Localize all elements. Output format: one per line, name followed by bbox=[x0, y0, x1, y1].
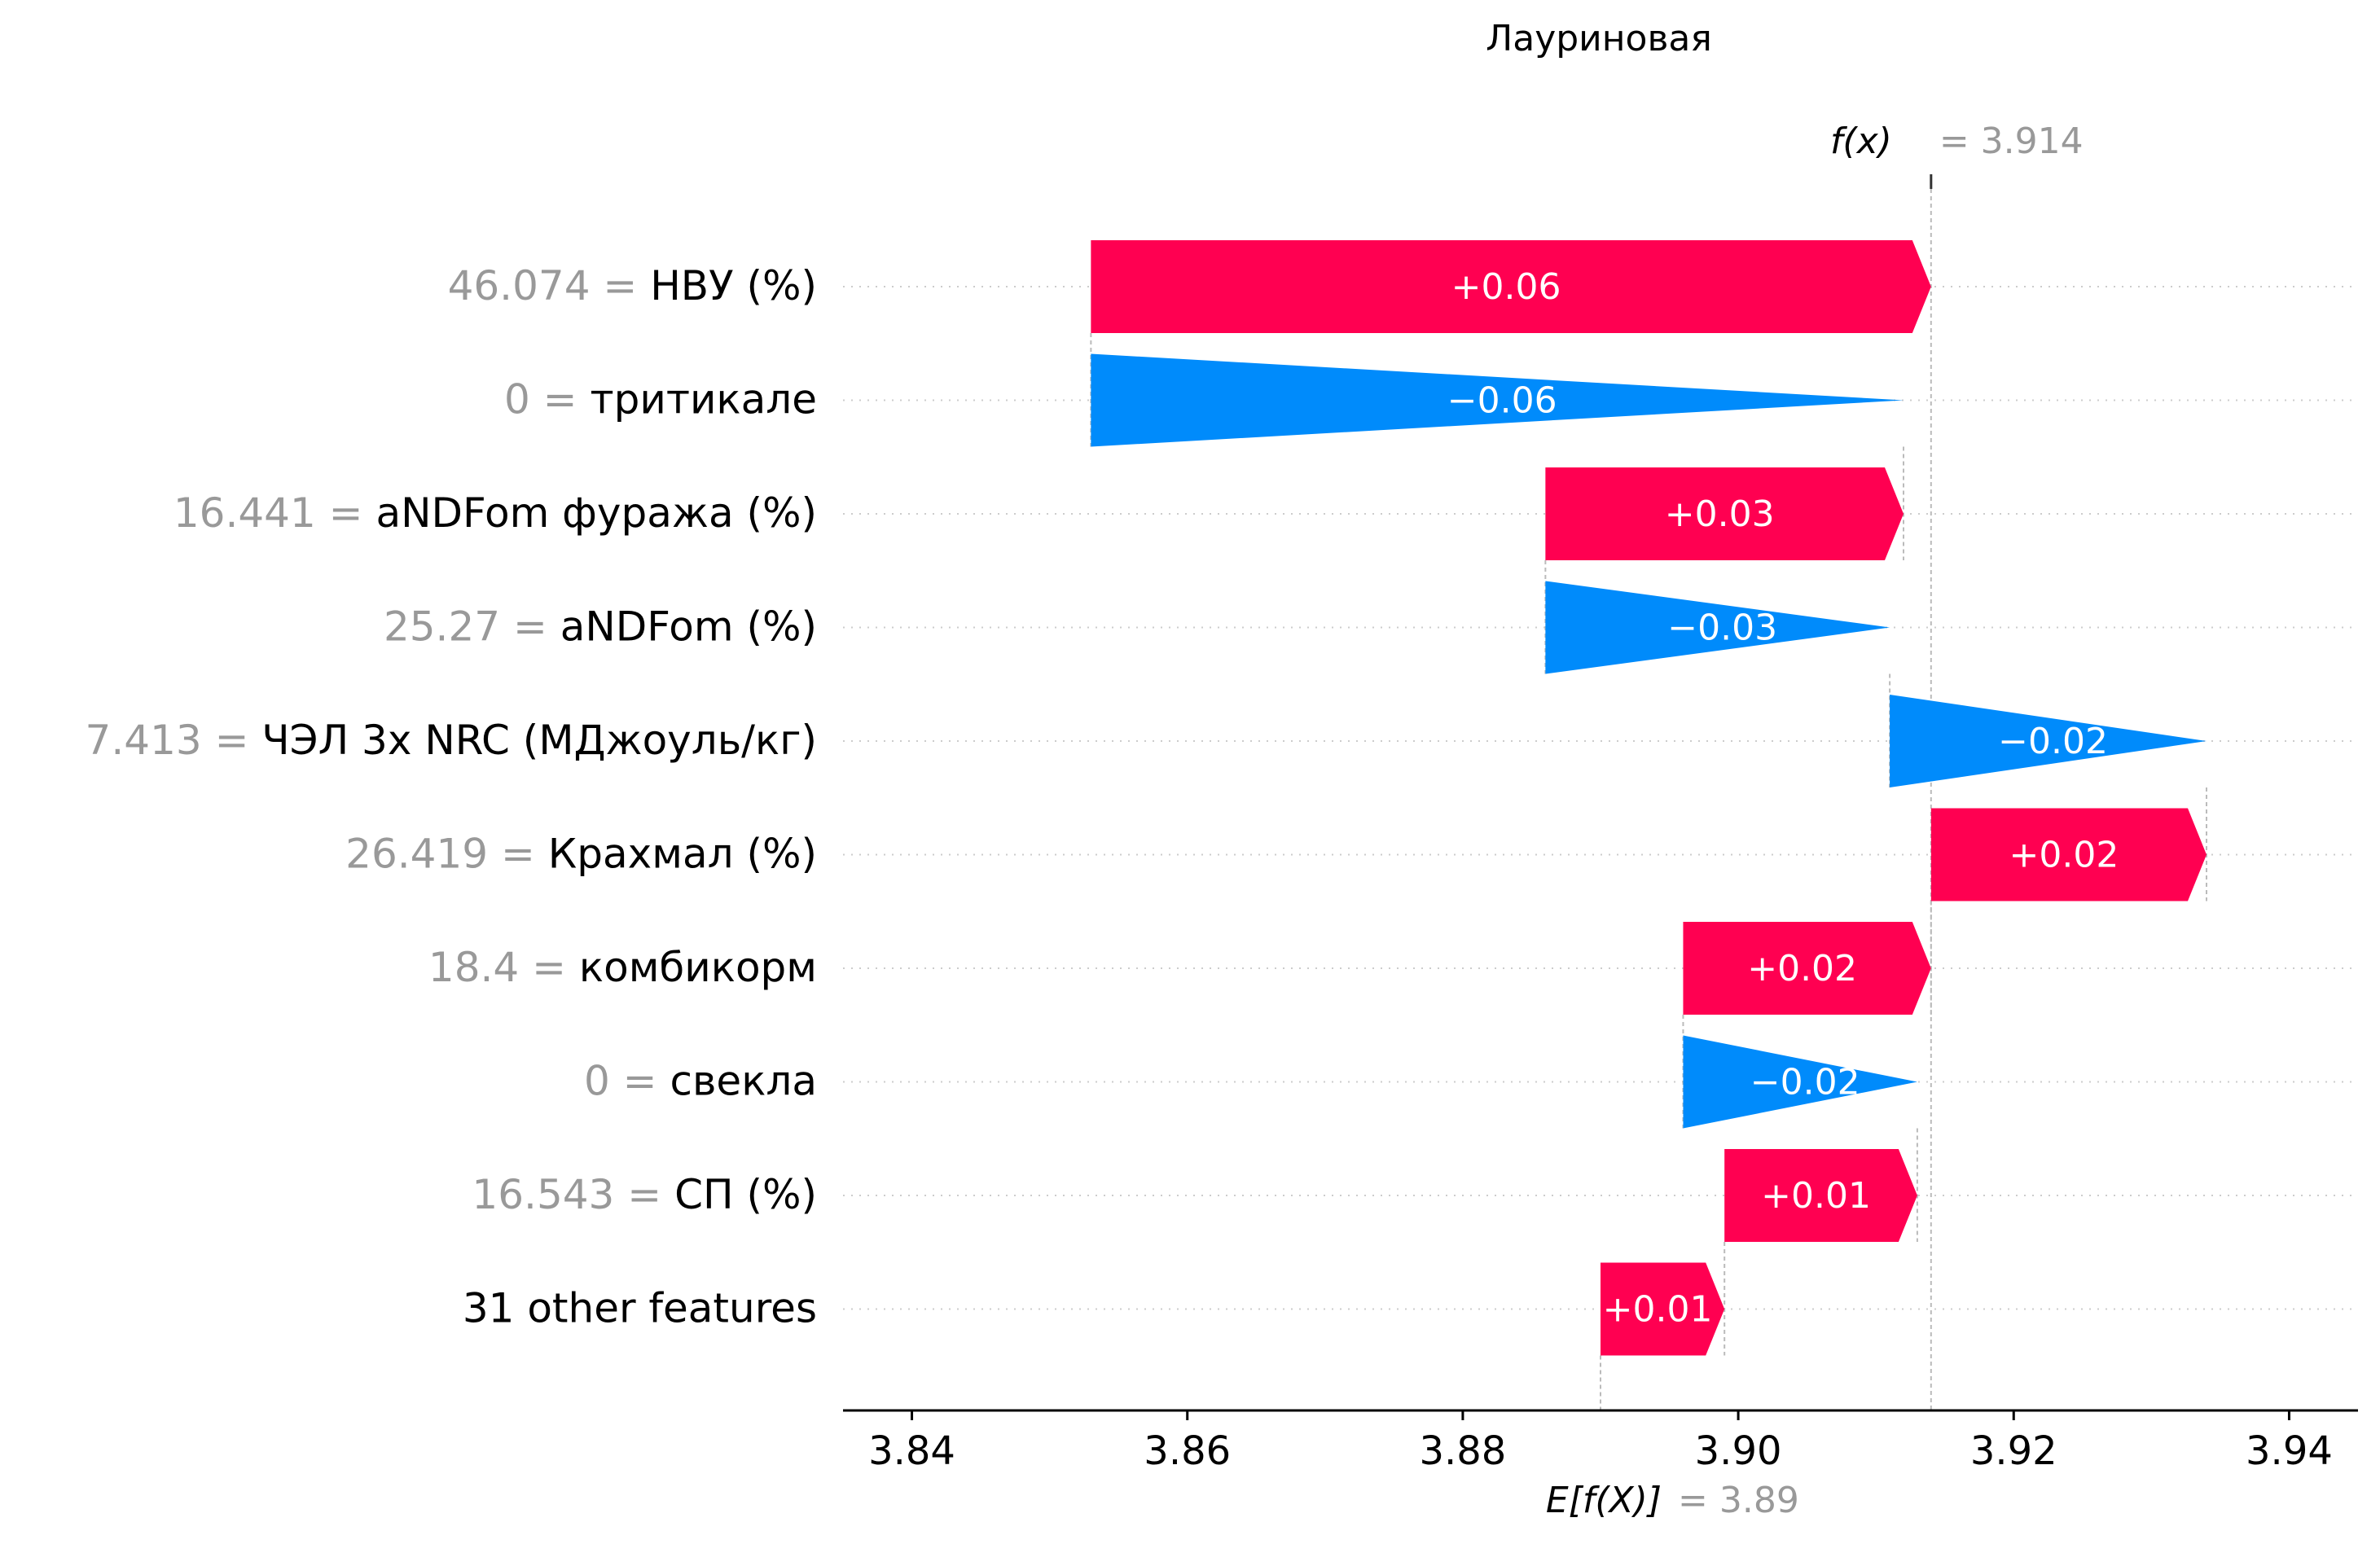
feature-name: СП (%) bbox=[674, 1171, 817, 1218]
waterfall-bar bbox=[1091, 240, 1931, 333]
fx-label: f(x) bbox=[1830, 121, 1892, 162]
feature-name: НВУ (%) bbox=[650, 262, 817, 309]
svg-text:f(x): f(x) bbox=[1830, 121, 1892, 162]
x-tick-label: 3.88 bbox=[1419, 1428, 1506, 1474]
feature-value: 16.441 = bbox=[173, 489, 376, 537]
feature-value: 46.074 = bbox=[448, 262, 651, 309]
bar-value-label: −0.02 bbox=[1998, 721, 2108, 762]
x-tick-label: 3.94 bbox=[2246, 1428, 2333, 1474]
bar-value-label: +0.03 bbox=[1665, 493, 1775, 535]
feature-name: aNDFom фуража (%) bbox=[375, 489, 817, 537]
waterfall-bar bbox=[1724, 1149, 1917, 1242]
feature-value: 7.413 = bbox=[86, 717, 262, 764]
feature-value: 16.543 = bbox=[472, 1171, 674, 1218]
bar-value-label: +0.02 bbox=[2009, 835, 2119, 876]
bar-value-label: +0.01 bbox=[1761, 1175, 1871, 1217]
feature-label: 25.27 = aNDFom (%) bbox=[384, 603, 817, 651]
feature-name: aNDFom (%) bbox=[560, 603, 817, 651]
feature-value: 26.419 = bbox=[345, 831, 548, 878]
feature-value: 18.4 = bbox=[428, 944, 579, 991]
feature-label: 0 = тритикале bbox=[504, 376, 817, 423]
feature-name: комбикорм bbox=[579, 944, 817, 991]
x-tick-label: 3.86 bbox=[1144, 1428, 1231, 1474]
feature-label: 16.543 = СП (%) bbox=[472, 1171, 817, 1218]
waterfall-bar bbox=[1930, 808, 2207, 901]
waterfall-bar bbox=[1683, 1035, 1917, 1129]
fx-annotation: f(x) = 3.914 bbox=[1830, 121, 2084, 189]
base-annotation: E[f(X)] = 3.89 bbox=[1546, 1480, 1799, 1521]
fx-value: = 3.914 bbox=[1939, 121, 2084, 162]
waterfall-bar bbox=[1683, 922, 1931, 1015]
bars: +0.06 −0.06 +0.03 −0.03 −0.02 +0.02 +0.02 −0.02… bbox=[1091, 240, 2207, 1356]
feature-name: свекла bbox=[670, 1058, 817, 1105]
grid-lines bbox=[843, 286, 2358, 1310]
bar-value-label: +0.02 bbox=[1747, 948, 1857, 989]
feature-label: 0 = свекла bbox=[584, 1058, 817, 1105]
base-value: = 3.89 bbox=[1678, 1480, 1799, 1521]
x-tick-label: 3.84 bbox=[868, 1428, 955, 1474]
feature-name: Крахмал (%) bbox=[548, 831, 817, 878]
feature-name: ЧЭЛ 3x NRC (МДжоуль/кг) bbox=[261, 717, 817, 764]
feature-label: 18.4 = комбикорм bbox=[428, 944, 817, 991]
bar-value-label: +0.01 bbox=[1603, 1289, 1713, 1331]
feature-name: 31 other features bbox=[463, 1285, 817, 1332]
x-tick-label: 3.92 bbox=[1970, 1428, 2057, 1474]
waterfall-bar bbox=[1091, 353, 1904, 447]
waterfall-bar bbox=[1601, 1262, 1725, 1356]
x-axis: 3.84 3.86 3.88 3.90 3.92 3.94 bbox=[843, 1409, 2358, 1474]
feature-value: 0 = bbox=[584, 1058, 670, 1105]
base-label: E[f(X)] bbox=[1546, 1480, 1662, 1521]
feature-value: 0 = bbox=[504, 376, 591, 423]
feature-label: 31 other features bbox=[463, 1285, 817, 1332]
feature-name: тритикале bbox=[590, 376, 817, 423]
bar-value-label: +0.06 bbox=[1451, 266, 1561, 308]
waterfall-bar bbox=[1545, 581, 1890, 674]
feature-label: 26.419 = Крахмал (%) bbox=[345, 831, 817, 878]
bar-value-label: −0.06 bbox=[1447, 380, 1557, 422]
feature-label: 46.074 = НВУ (%) bbox=[448, 262, 817, 309]
feature-value: 25.27 = bbox=[384, 603, 560, 651]
feature-label: 7.413 = ЧЭЛ 3x NRC (МДжоуль/кг) bbox=[86, 717, 817, 764]
x-tick-label: 3.90 bbox=[1695, 1428, 1782, 1474]
bar-value-label: −0.03 bbox=[1667, 608, 1777, 649]
feature-labels: 46.074 = НВУ (%) 0 = тритикале 16.441 = aN… bbox=[86, 262, 817, 1332]
waterfall-bar bbox=[1545, 467, 1904, 560]
connector-lines bbox=[1090, 174, 2207, 1410]
bar-value-label: −0.02 bbox=[1750, 1062, 1860, 1103]
waterfall-bar bbox=[1890, 695, 2207, 787]
chart-title: Лауриновая bbox=[1486, 18, 1712, 59]
feature-label: 16.441 = aNDFom фуража (%) bbox=[173, 489, 817, 537]
